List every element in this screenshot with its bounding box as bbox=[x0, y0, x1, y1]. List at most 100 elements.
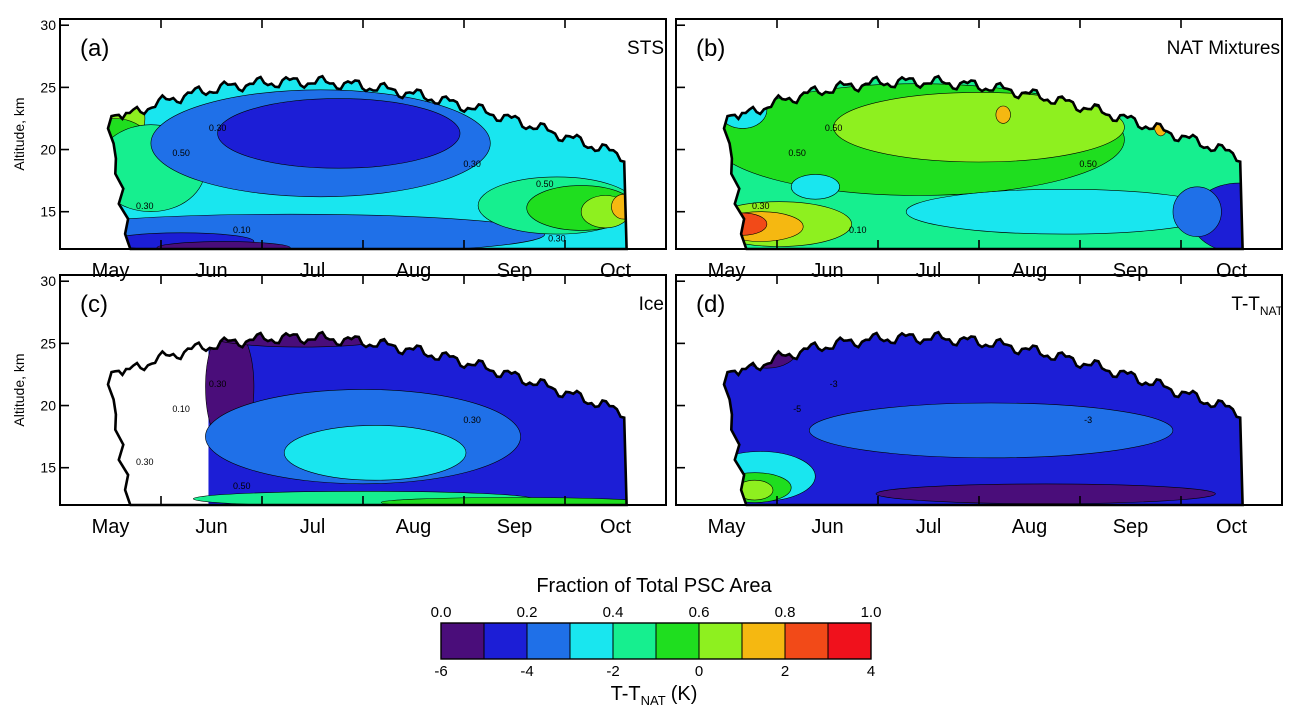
colorbar-cell-1 bbox=[483, 622, 528, 660]
colorbar-cells bbox=[440, 622, 872, 660]
contour-region-6 bbox=[790, 174, 840, 200]
colorbar-top-tick-label: 0.2 bbox=[517, 604, 538, 621]
ytick-label-25: 25 bbox=[40, 79, 56, 95]
month-label-jul: Jul bbox=[300, 516, 326, 538]
vortex-boundary bbox=[106, 330, 628, 507]
colorbar-top-tick-label: 0.6 bbox=[689, 604, 710, 621]
contour-label-1: -3 bbox=[830, 379, 838, 389]
panel-letter-b: (b) bbox=[696, 35, 725, 62]
colorbar-bottom-title-sub: NAT bbox=[641, 693, 666, 708]
colorbar-top-tick-label: 0.0 bbox=[431, 604, 452, 621]
ylabel-top: Altitude, km bbox=[11, 97, 27, 170]
contour-label-2: 0.30 bbox=[463, 415, 481, 425]
month-label-oct: Oct bbox=[600, 516, 632, 538]
panel-c: 0.10 0.30 0.30 0.30 0.50 15 20 25 30 May Jun Jul Aug… bbox=[40, 273, 667, 538]
month-label-jun: Jun bbox=[195, 516, 227, 538]
contour-region-2 bbox=[995, 105, 1011, 124]
month-label-jul: Jul bbox=[300, 260, 326, 282]
colorbar-cell-5 bbox=[655, 622, 700, 660]
contour-label-1: 0.30 bbox=[209, 123, 227, 133]
contour-label-3: 0.30 bbox=[136, 457, 154, 467]
contour-label-4: 0.10 bbox=[849, 225, 867, 235]
vortex-boundary bbox=[106, 74, 628, 251]
contour-region-12 bbox=[611, 194, 627, 220]
colorbar-bottom-tick-label: 4 bbox=[867, 663, 875, 680]
colorbar-title: Fraction of Total PSC Area bbox=[536, 575, 772, 597]
colorbar-bottom-title-main: T-T bbox=[611, 683, 641, 705]
colorbar-bottom-tick-label: -2 bbox=[606, 663, 619, 680]
contour-region-5 bbox=[217, 98, 461, 169]
panel-letter-c: (c) bbox=[80, 291, 108, 318]
month-label-oct: Oct bbox=[600, 260, 632, 282]
contour-region-5 bbox=[380, 497, 627, 505]
month-label-jul: Jul bbox=[916, 260, 942, 282]
colorbar-top-tick-label: 0.8 bbox=[775, 604, 796, 621]
vortex-boundary bbox=[722, 74, 1244, 251]
panel-d: -5 -3 -3 May Jun Jul Aug Sep Oct bbox=[675, 274, 1283, 538]
month-label-sep: Sep bbox=[497, 260, 533, 282]
panel-letter-d: (d) bbox=[696, 291, 725, 318]
month-label-may: May bbox=[708, 516, 746, 538]
ytick-label-20: 20 bbox=[40, 142, 56, 158]
colorbar-bottom-tick-label: -4 bbox=[520, 663, 533, 680]
contour-region-1 bbox=[736, 332, 798, 369]
contour-label-0: 0.10 bbox=[172, 404, 190, 414]
ytick-label-30: 30 bbox=[40, 17, 56, 33]
colorbar-bottom-title-unit: (K) bbox=[671, 683, 698, 705]
ylabel-bottom: Altitude, km bbox=[11, 353, 27, 426]
contour-region-2 bbox=[875, 483, 1216, 504]
colorbar-frame bbox=[440, 622, 872, 660]
month-label-oct: Oct bbox=[1216, 516, 1248, 538]
contour-label-5: 0.50 bbox=[536, 179, 554, 189]
month-label-jun: Jun bbox=[811, 516, 843, 538]
month-label-aug: Aug bbox=[396, 516, 432, 538]
colorbar-top-tick-label: 0.4 bbox=[603, 604, 624, 621]
colorbar-bottom-tick-label: 2 bbox=[781, 663, 789, 680]
colorbar-cell-7 bbox=[741, 622, 786, 660]
month-label-aug: Aug bbox=[1012, 516, 1048, 538]
contour-label-2: 0.50 bbox=[1079, 159, 1097, 169]
contour-label-2: -3 bbox=[1084, 415, 1092, 425]
month-label-may: May bbox=[708, 260, 746, 282]
ytick-label-15: 15 bbox=[40, 204, 56, 220]
field-group bbox=[724, 332, 1243, 505]
vortex-boundary bbox=[722, 330, 1244, 507]
panel-title-d-main: T-T bbox=[1231, 294, 1260, 315]
contour-label-4: 0.50 bbox=[233, 481, 251, 491]
contour-label-0: 0.50 bbox=[788, 148, 806, 158]
colorbar: Fraction of Total PSC Area 0.0 0.2 0.4 0.6 0… bbox=[431, 575, 882, 708]
month-label-aug: Aug bbox=[1012, 260, 1048, 282]
month-label-may: May bbox=[92, 516, 130, 538]
month-label-sep: Sep bbox=[1113, 260, 1149, 282]
colorbar-cell-6 bbox=[698, 622, 743, 660]
panel-title-b: NAT Mixtures bbox=[1167, 38, 1280, 59]
ytick-label-30: 30 bbox=[40, 273, 56, 289]
month-label-may: May bbox=[92, 260, 130, 282]
contour-label-1: 0.30 bbox=[209, 379, 227, 389]
month-label-jul: Jul bbox=[916, 516, 942, 538]
colorbar-bottom-tick-label: 0 bbox=[695, 663, 703, 680]
colorbar-cell-9 bbox=[827, 622, 872, 660]
colorbar-cell-3 bbox=[569, 622, 614, 660]
panel-title-d: T-TNAT bbox=[1231, 294, 1283, 318]
contour-label-0: -5 bbox=[793, 404, 801, 414]
contour-region-3 bbox=[283, 425, 467, 481]
month-label-jun: Jun bbox=[811, 260, 843, 282]
panel-letter-a: (a) bbox=[80, 35, 109, 62]
panel-title-c: Ice bbox=[639, 294, 664, 315]
colorbar-cell-2 bbox=[526, 622, 571, 660]
colorbar-top-tick-label: 1.0 bbox=[861, 604, 882, 621]
contour-label-4: 0.10 bbox=[233, 225, 251, 235]
month-label-aug: Aug bbox=[396, 260, 432, 282]
contour-label-2: 0.30 bbox=[463, 159, 481, 169]
ytick-label-15: 15 bbox=[40, 460, 56, 476]
colorbar-ticks: 0.0 0.2 0.4 0.6 0.8 1.0 -6 -4 -2 0 2 4 bbox=[431, 604, 882, 680]
month-label-jun: Jun bbox=[195, 260, 227, 282]
contour-label-3: 0.30 bbox=[136, 201, 154, 211]
contour-region-1 bbox=[108, 84, 112, 108]
panel-title-a: STS bbox=[627, 38, 664, 59]
contour-region-1 bbox=[833, 92, 1125, 163]
contour-label-0: 0.50 bbox=[172, 148, 190, 158]
contour-region-8 bbox=[1172, 186, 1222, 237]
